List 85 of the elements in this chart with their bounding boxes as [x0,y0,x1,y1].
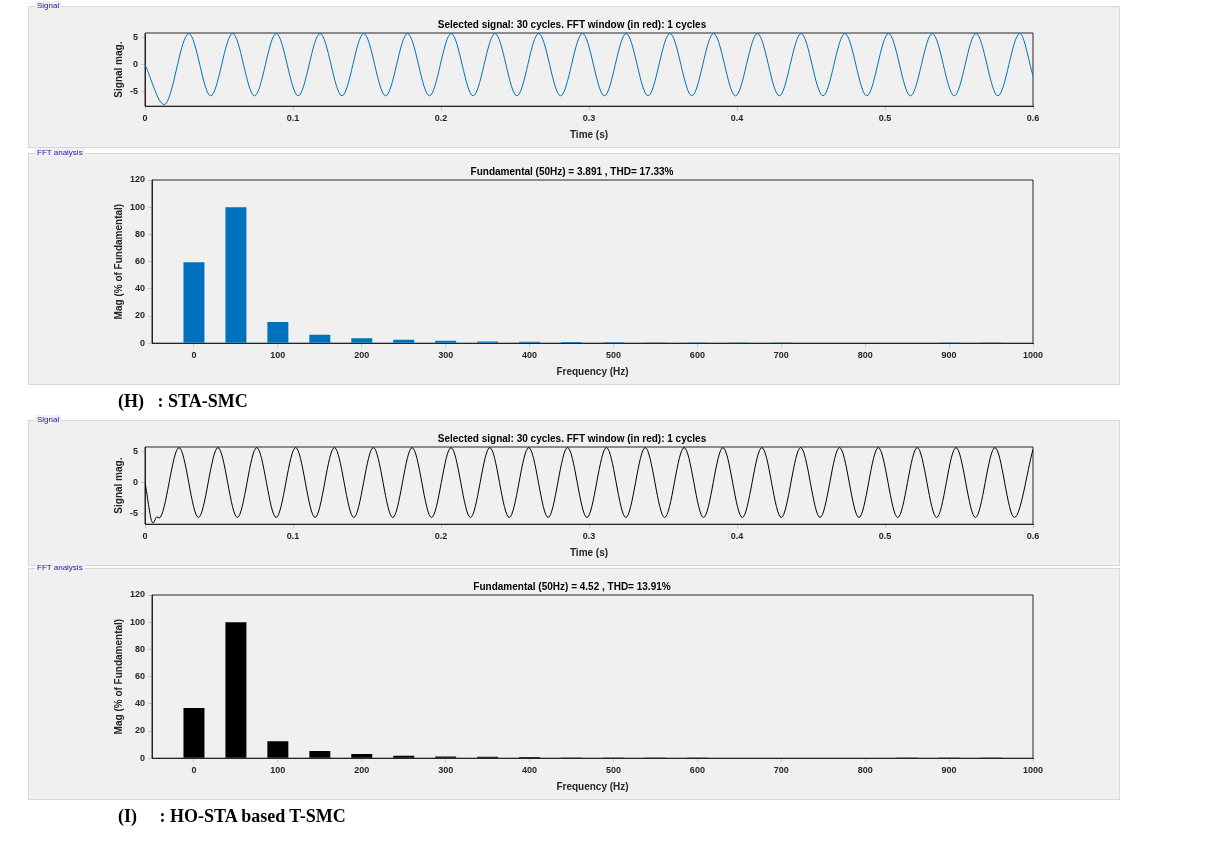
x-tick-label: 600 [689,765,705,776]
x-tick-label: 800 [857,350,873,361]
x-tick-label: 0 [191,350,197,361]
line-series [145,447,1033,524]
x-tick-label: 1000 [1022,350,1044,361]
y-axis-title: Mag (% of Fundamental) [112,618,124,735]
bar [225,207,247,343]
y-tick-label: 80 [135,643,146,654]
chart-title: Selected signal: 30 cycles. FFT window (in red): 1 cycles [437,432,707,444]
x-tick-label: 0.5 [878,113,892,124]
bar [309,750,331,758]
y-tick-label: -5 [129,507,138,518]
x-tick-label: 200 [354,765,370,776]
bar [183,707,205,758]
x-tick-label: 0.6 [1026,113,1040,124]
y-tick-label: 40 [135,698,146,709]
x-tick-label: 700 [773,765,789,776]
x-tick-label: 900 [941,350,957,361]
x-tick-label: 0.2 [434,113,448,124]
text: FFT analysis [35,563,85,573]
y-tick-label: 0 [140,337,146,348]
bar [225,622,247,758]
x-tick-label: 100 [270,765,286,776]
x-tick-label: 700 [773,350,789,361]
y-tick-label: 60 [135,256,146,267]
x-tick-label: 0.4 [730,113,744,124]
bar [393,339,415,343]
y-tick-label: 80 [135,228,146,239]
x-tick-label: 300 [438,765,454,776]
text: FFT analysis [35,148,85,158]
y-axis-title: Signal mag. [112,457,124,514]
x-tick-label: 400 [522,765,538,776]
y-tick-label: 0 [132,59,138,70]
x-tick-label: 1000 [1022,765,1044,776]
y-tick-label: 100 [129,201,146,212]
x-tick-label: 0.1 [286,531,300,542]
y-axis-title: Mag (% of Fundamental) [112,203,124,320]
x-tick-label: 0.5 [878,531,892,542]
chart-title: Fundamental (50Hz) = 4.52 , THD= 13.91% [473,580,671,592]
bar [183,262,205,343]
bar [351,338,373,343]
x-tick-label: 100 [270,350,286,361]
x-tick-label: 800 [857,765,873,776]
x-axis-title: Time (s) [569,128,609,140]
chart-title: Selected signal: 30 cycles. FFT window (in red): 1 cycles [437,18,707,30]
x-tick-label: 500 [605,765,621,776]
y-tick-label: 5 [132,446,138,457]
y-tick-label: 120 [129,174,146,185]
x-tick-label: 900 [941,765,957,776]
y-tick-label: 20 [135,310,146,321]
y-tick-label: 40 [135,283,146,294]
bar [267,741,289,758]
x-tick-label: 0.3 [582,113,596,124]
y-tick-label: 0 [140,752,146,763]
x-tick-label: 0 [191,765,197,776]
x-tick-label: 500 [605,350,621,361]
y-tick-label: 100 [129,616,146,627]
y-tick-label: 0 [132,477,138,488]
x-axis-title: Frequency (Hz) [556,365,629,377]
x-tick-label: 400 [522,350,538,361]
x-tick-label: 200 [354,350,370,361]
text: Signal [35,1,62,11]
y-tick-label: 20 [135,725,146,736]
text: (H) : STA-SMC [118,391,248,412]
x-tick-label: 0.3 [582,531,596,542]
chart-title: Fundamental (50Hz) = 3.891 , THD= 17.33% [470,165,674,177]
x-tick-label: 0.6 [1026,531,1040,542]
x-tick-label: 600 [689,350,705,361]
text: (I) : HO-STA based T-SMC [118,806,346,827]
bar [351,754,373,758]
x-axis-title: Time (s) [569,546,609,558]
y-tick-label: 60 [135,671,146,682]
y-tick-label: -5 [129,86,138,97]
bar [267,322,289,343]
bar [309,334,331,343]
y-tick-label: 5 [132,31,138,42]
x-tick-label: 0.1 [286,113,300,124]
x-tick-label: 0.2 [434,531,448,542]
x-tick-label: 0.4 [730,531,744,542]
text: Signal [35,415,62,425]
x-axis-title: Frequency (Hz) [556,780,629,792]
y-axis-title: Signal mag. [112,41,124,98]
y-tick-label: 120 [129,589,146,600]
x-tick-label: 300 [438,350,454,361]
line-series [145,33,1033,106]
